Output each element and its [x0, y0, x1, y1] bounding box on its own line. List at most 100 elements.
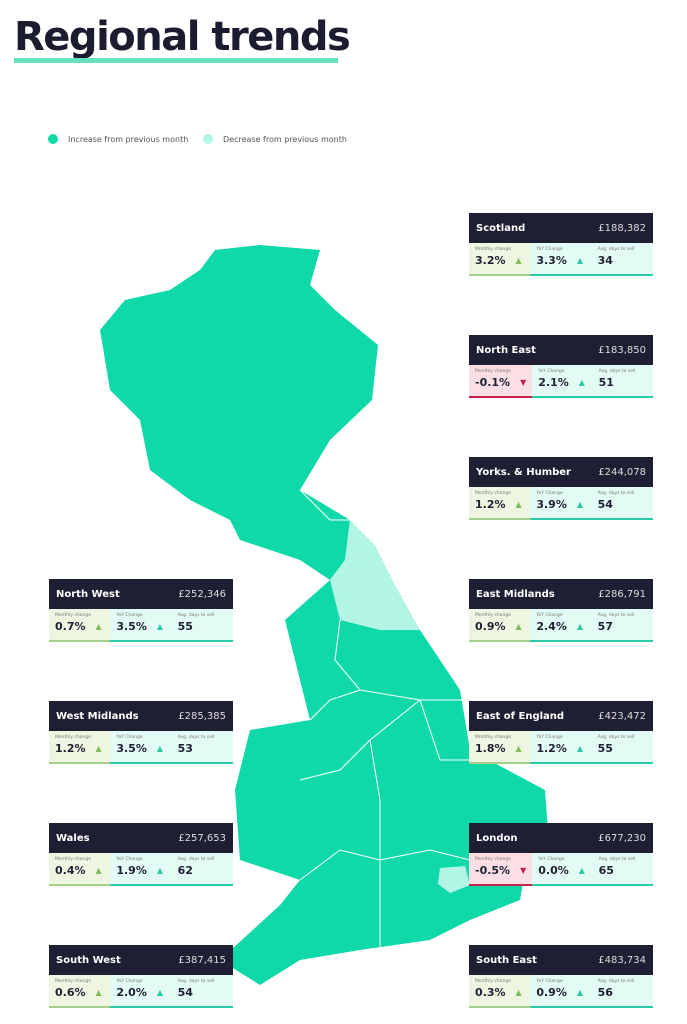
days-to-sell-label: Avg. days to sell — [177, 735, 215, 740]
region-name: South West — [56, 954, 121, 966]
yoy-change-value: 0.0% — [538, 864, 569, 877]
region-name: North East — [476, 344, 536, 356]
region-price: £257,653 — [178, 832, 226, 844]
days-to-sell-label: Avg. days to sell — [177, 857, 215, 862]
yoy-change-cell: YoY Change 2.4% ▲ — [530, 609, 592, 642]
yoy-change-cell: YoY Change 3.9% ▲ — [530, 487, 592, 520]
page-title: Regional trends — [14, 14, 351, 60]
yoy-change-value: 3.3% — [536, 254, 567, 267]
monthly-change-value: 0.9% — [475, 620, 506, 633]
monthly-change-cell: Monthly change 0.6% ▲ — [49, 975, 111, 1008]
days-to-sell-cell: Avg. days to sell 55 — [171, 609, 233, 642]
legend-decrease: Decrease from previous month — [203, 134, 347, 144]
region-card-header: London £677,230 — [469, 823, 653, 853]
days-to-sell-label: Avg. days to sell — [597, 491, 635, 496]
days-to-sell-cell: Avg. days to sell 65 — [592, 853, 654, 886]
days-to-sell-value: 55 — [597, 742, 613, 755]
yoy-change-cell: YoY Change 1.2% ▲ — [530, 731, 592, 764]
region-card-header: West Midlands £285,385 — [49, 701, 233, 731]
monthly-change-cell: Monthly change 1.2% ▲ — [469, 487, 531, 520]
arrow-up-icon: ▲ — [95, 866, 102, 875]
region-name: Wales — [56, 832, 90, 844]
region-price: £423,472 — [598, 710, 646, 722]
yoy-change-value: 3.5% — [116, 742, 147, 755]
monthly-change-cell: Monthly change 1.2% ▲ — [49, 731, 111, 764]
yoy-change-value: 2.4% — [536, 620, 567, 633]
region-card: East of England £423,472 Monthly change … — [469, 701, 653, 764]
region-card: North East £183,850 Monthly change -0.1%… — [469, 335, 654, 398]
monthly-change-cell: Monthly change 0.4% ▲ — [49, 853, 111, 886]
arrow-up-icon: ▲ — [515, 256, 522, 265]
region-name: West Midlands — [56, 710, 139, 722]
region-name: Yorks. & Humber — [476, 466, 571, 478]
region-name: London — [476, 832, 518, 844]
arrow-up-icon: ▲ — [515, 744, 522, 753]
days-to-sell-value: 55 — [177, 620, 193, 633]
yoy-change-cell: YoY Change 2.1% ▲ — [532, 365, 593, 398]
region-card: North West £252,346 Monthly change 0.7% ▲… — [49, 579, 233, 642]
arrow-up-icon: ▲ — [156, 744, 163, 753]
yoy-change-label: YoY Change — [116, 979, 143, 984]
legend-label: Increase from previous month — [68, 134, 189, 144]
yoy-change-label: YoY Change — [536, 979, 563, 984]
days-to-sell-label: Avg. days to sell — [177, 979, 215, 984]
monthly-change-value: 0.7% — [55, 620, 86, 633]
days-to-sell-value: 57 — [597, 620, 613, 633]
region-card: Yorks. & Humber £244,078 Monthly change … — [469, 457, 653, 520]
yoy-change-label: YoY Change — [536, 613, 563, 618]
arrow-down-icon: ▼ — [520, 866, 527, 875]
days-to-sell-value: 51 — [598, 376, 614, 389]
yoy-change-cell: YoY Change 1.9% ▲ — [110, 853, 172, 886]
arrow-up-icon: ▲ — [515, 622, 522, 631]
monthly-change-value: 0.4% — [55, 864, 86, 877]
yoy-change-value: 1.2% — [536, 742, 567, 755]
days-to-sell-cell: Avg. days to sell 53 — [171, 731, 233, 764]
region-card: Wales £257,653 Monthly change 0.4% ▲ YoY … — [49, 823, 233, 886]
region-card: London £677,230 Monthly change -0.5% ▼ Yo… — [469, 823, 654, 886]
region-card: South West £387,415 Monthly change 0.6% ▲… — [49, 945, 233, 1008]
monthly-change-cell: Monthly change 0.9% ▲ — [469, 609, 531, 642]
region-card-header: South West £387,415 — [49, 945, 233, 975]
days-to-sell-label: Avg. days to sell — [597, 735, 635, 740]
decrease-dot-icon — [203, 134, 213, 144]
days-to-sell-value: 62 — [177, 864, 193, 877]
monthly-change-label: Monthly change — [475, 857, 512, 862]
days-to-sell-label: Avg. days to sell — [597, 613, 635, 618]
legend-label: Decrease from previous month — [223, 134, 347, 144]
yoy-change-label: YoY Change — [116, 735, 143, 740]
region-card-header: North West £252,346 — [49, 579, 233, 609]
days-to-sell-value: 65 — [598, 864, 614, 877]
days-to-sell-cell: Avg. days to sell 54 — [171, 975, 233, 1008]
yoy-change-value: 2.0% — [116, 986, 147, 999]
region-price: £387,415 — [178, 954, 226, 966]
region-card: Scotland £188,382 Monthly change 3.2% ▲ Y… — [469, 213, 653, 276]
arrow-up-icon: ▲ — [95, 988, 102, 997]
region-price: £483,734 — [598, 954, 646, 966]
arrow-up-icon: ▲ — [156, 866, 163, 875]
monthly-change-cell: Monthly change 1.8% ▲ — [469, 731, 531, 764]
region-card-header: North East £183,850 — [469, 335, 653, 365]
monthly-change-cell: Monthly change 0.7% ▲ — [49, 609, 111, 642]
region-card-header: East Midlands £286,791 — [469, 579, 653, 609]
yoy-change-value: 3.9% — [536, 498, 567, 511]
yoy-change-cell: YoY Change 3.5% ▲ — [110, 609, 172, 642]
days-to-sell-cell: Avg. days to sell 54 — [591, 487, 653, 520]
monthly-change-value: 1.2% — [55, 742, 86, 755]
arrow-up-icon: ▲ — [515, 500, 522, 509]
monthly-change-label: Monthly change — [475, 613, 512, 618]
arrow-up-icon: ▲ — [156, 988, 163, 997]
days-to-sell-value: 34 — [597, 254, 613, 267]
arrow-down-icon: ▼ — [520, 378, 527, 387]
yoy-change-cell: YoY Change 3.3% ▲ — [530, 243, 592, 276]
yoy-change-label: YoY Change — [538, 857, 565, 862]
monthly-change-label: Monthly change — [55, 613, 92, 618]
monthly-change-label: Monthly change — [55, 735, 92, 740]
monthly-change-cell: Monthly change -0.1% ▼ — [469, 365, 533, 398]
monthly-change-label: Monthly change — [475, 491, 512, 496]
monthly-change-label: Monthly change — [475, 735, 512, 740]
region-name: South East — [476, 954, 537, 966]
yoy-change-cell: YoY Change 3.5% ▲ — [110, 731, 172, 764]
days-to-sell-label: Avg. days to sell — [598, 857, 636, 862]
monthly-change-value: 1.2% — [475, 498, 506, 511]
